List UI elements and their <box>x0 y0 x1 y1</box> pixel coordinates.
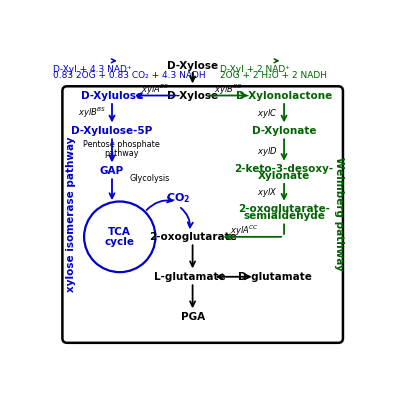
Text: 2-oxoglutarate-: 2-oxoglutarate- <box>238 203 330 213</box>
Text: D-Xylose: D-Xylose <box>167 61 218 71</box>
Text: TCA: TCA <box>108 227 131 237</box>
Text: 0.83 2OG + 0.83 CO₂ + 4.3 NADH: 0.83 2OG + 0.83 CO₂ + 4.3 NADH <box>53 71 206 80</box>
Text: $xylA^{CC}$: $xylA^{CC}$ <box>230 223 259 238</box>
Text: 2-oxoglutarate: 2-oxoglutarate <box>149 232 236 242</box>
Text: D-Xylonolactone: D-Xylonolactone <box>236 91 332 101</box>
Text: $xylC$: $xylC$ <box>257 107 277 120</box>
Text: $xylA^{BS}$: $xylA^{BS}$ <box>140 83 169 97</box>
Text: pathway: pathway <box>104 149 138 158</box>
Text: cycle: cycle <box>105 237 135 247</box>
Text: xylose isomerase pathway: xylose isomerase pathway <box>66 136 76 292</box>
Text: D-Xylulose: D-Xylulose <box>81 91 143 101</box>
Text: $xylX$: $xylX$ <box>257 186 277 199</box>
Text: semialdehyde: semialdehyde <box>243 211 325 221</box>
Text: Pentose phosphate: Pentose phosphate <box>83 140 160 149</box>
Text: D-Xylulose-5P: D-Xylulose-5P <box>71 126 153 136</box>
Text: 2-keto-3-desoxy-: 2-keto-3-desoxy- <box>234 164 334 174</box>
Text: D-Xyl + 4.3 NAD⁺: D-Xyl + 4.3 NAD⁺ <box>53 65 132 74</box>
Text: 2OG + 2 H₂O + 2 NADH: 2OG + 2 H₂O + 2 NADH <box>220 71 328 80</box>
Text: GAP: GAP <box>100 166 124 176</box>
Text: PGA: PGA <box>180 312 205 322</box>
Text: Weimberg pathway: Weimberg pathway <box>334 157 344 271</box>
Text: Xylonate: Xylonate <box>258 171 310 181</box>
Text: Glycolysis: Glycolysis <box>129 174 169 183</box>
Text: L-glutamate: L-glutamate <box>154 272 225 282</box>
Text: D-glutamate: D-glutamate <box>238 272 312 282</box>
Text: D-Xyl + 2 NAD⁺: D-Xyl + 2 NAD⁺ <box>220 65 290 74</box>
Text: $xylB^{BS}$: $xylB^{BS}$ <box>78 106 106 120</box>
Text: $xylD$: $xylD$ <box>257 145 277 158</box>
Text: D-Xylose: D-Xylose <box>167 91 218 101</box>
Text: $xylB^{CC}$: $xylB^{CC}$ <box>214 83 244 97</box>
Text: $\mathbf{CO_2}$: $\mathbf{CO_2}$ <box>166 192 191 205</box>
Text: D-Xylonate: D-Xylonate <box>252 126 316 136</box>
